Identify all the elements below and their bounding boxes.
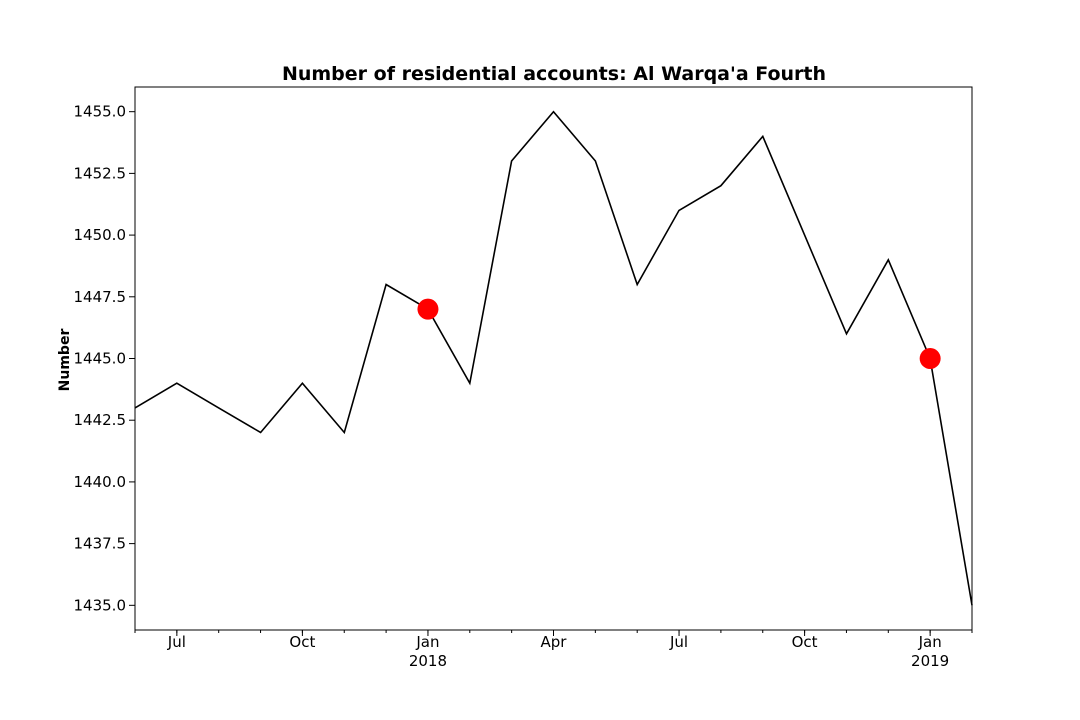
plot-frame — [134, 86, 973, 631]
y-tick-label: 1452.5 — [74, 164, 127, 182]
y-tick-label: 1450.0 — [74, 226, 127, 244]
series-layer — [134, 110, 973, 606]
y-tick-label: 1435.0 — [74, 596, 127, 614]
chart-title: Number of residential accounts: Al Warqa… — [282, 63, 826, 85]
y-axis: 1435.0 1437.5 1440.0 1442.5 1445.0 1447.5 1450… — [74, 103, 135, 614]
highlight-point — [417, 298, 439, 320]
y-tick-label: 1442.5 — [74, 411, 127, 429]
x-tick-label: Jan — [918, 633, 942, 651]
x-tick-label: Oct — [792, 633, 818, 651]
y-tick-label: 1447.5 — [74, 288, 127, 306]
highlight-point — [919, 348, 941, 369]
x-tick-label: Apr — [541, 633, 568, 651]
x-tick-label: Oct — [289, 633, 315, 651]
y-axis-label: Number — [57, 329, 73, 392]
y-tick-label: 1440.0 — [74, 473, 127, 491]
x-tick-label: Jul — [669, 633, 688, 651]
x-tick-year-label: 2018 — [409, 652, 447, 670]
y-tick-label: 1445.0 — [74, 350, 127, 368]
series-line — [134, 110, 973, 606]
x-tick-label: Jan — [415, 633, 439, 651]
y-tick-label: 1455.0 — [74, 103, 127, 121]
x-tick-label: Jul — [167, 633, 186, 651]
y-tick-label: 1437.5 — [74, 535, 127, 553]
x-tick-year-label: 2019 — [911, 652, 949, 670]
highlight-layer — [417, 298, 941, 369]
